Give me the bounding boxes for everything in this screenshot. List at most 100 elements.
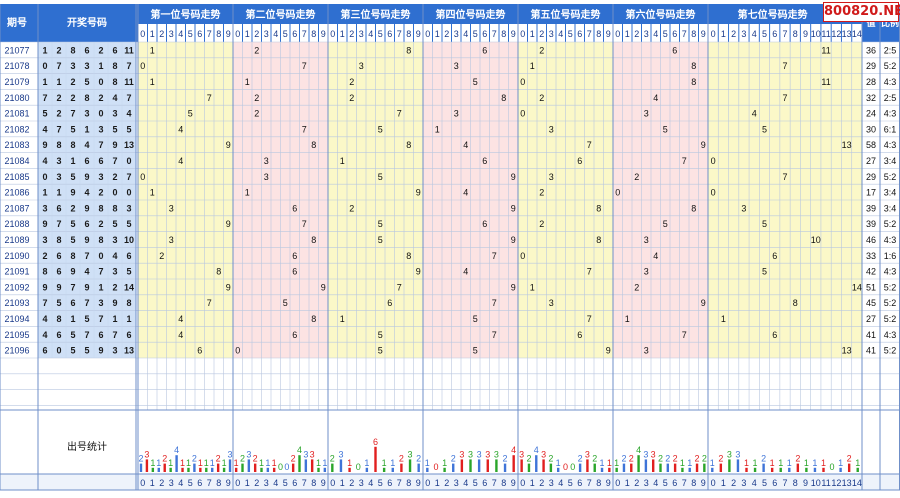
stat-bar — [822, 467, 825, 472]
period-cell: 21085 — [4, 172, 29, 182]
stat-value: 3 — [485, 449, 490, 459]
bottom-digit-label: 4 — [752, 478, 757, 488]
stats-label: 出号统计 — [67, 440, 107, 453]
bottom-digit-label: 6 — [482, 478, 487, 488]
sum-cell: 29 — [866, 172, 876, 182]
stat-value: 2 — [578, 454, 583, 464]
stat-value: 0 — [278, 462, 283, 472]
stat-bar — [222, 467, 226, 472]
digit-header-cell — [300, 24, 309, 42]
draw-number: 14 — [124, 282, 134, 292]
trend-marker: 2 — [634, 172, 639, 182]
stat-bar — [847, 463, 851, 472]
draw-number: 4 — [42, 314, 47, 324]
period-cell: 21093 — [4, 298, 29, 308]
digit-header-label: 4 — [368, 29, 373, 39]
trend-marker: 8 — [311, 314, 316, 324]
digit-header-label: 8 — [501, 29, 506, 39]
stat-bar — [695, 463, 699, 472]
digit-header-label: 2 — [731, 29, 736, 39]
digit-header-label: 5 — [762, 29, 767, 39]
ratio-cell: 4:3 — [884, 109, 897, 119]
digit-header-label: 3 — [549, 29, 554, 39]
bottom-digits-background — [0, 474, 900, 490]
stat-value: 1 — [838, 458, 843, 468]
draw-number: 1 — [70, 156, 75, 166]
stat-bar — [666, 463, 670, 472]
trend-marker: 1 — [530, 61, 535, 71]
trend-marker: 9 — [606, 346, 611, 356]
draw-number: 0 — [42, 172, 47, 182]
stat-bar — [779, 467, 782, 472]
draw-number: 1 — [112, 314, 117, 324]
trend-marker: 8 — [596, 235, 601, 245]
ratio-cell: 5:2 — [884, 314, 897, 324]
stat-value: 1 — [753, 458, 758, 468]
trend-marker: 5 — [188, 109, 193, 119]
trend-marker: 0 — [520, 77, 525, 87]
period-cell: 21086 — [4, 188, 29, 198]
bottom-digit-label: 14 — [852, 478, 862, 488]
digit-header-label: 5 — [568, 29, 573, 39]
trend-marker: 6 — [482, 45, 487, 55]
digit-header-label: 0 — [520, 29, 525, 39]
draw-number: 5 — [70, 346, 75, 356]
stat-bar — [317, 467, 320, 472]
trend-marker: 7 — [587, 267, 592, 277]
stat-bar — [348, 467, 351, 472]
stat-bar — [651, 459, 655, 472]
stat-value: 1 — [680, 458, 685, 468]
stat-value: 2 — [162, 454, 167, 464]
digit-header-cell — [623, 24, 632, 42]
digit-header-cell — [385, 24, 394, 42]
bottom-digit-label: 6 — [292, 478, 297, 488]
trend-marker: 3 — [549, 298, 554, 308]
bottom-digit-label: 0 — [615, 478, 620, 488]
sum-cell: 42 — [866, 267, 876, 277]
digit-header-cell — [680, 24, 689, 42]
period-cell: 21091 — [4, 267, 29, 277]
draw-number: 8 — [112, 61, 117, 71]
digit-header-cell — [852, 24, 862, 42]
digit-header-label: 3 — [169, 29, 174, 39]
stat-bar — [169, 467, 172, 472]
trend-marker: 2 — [349, 93, 354, 103]
bottom-digit-label: 0 — [520, 478, 525, 488]
trend-marker: 3 — [644, 346, 649, 356]
digit-header-label: 7 — [782, 29, 787, 39]
stat-value: 2 — [253, 454, 258, 464]
draw-number: 6 — [126, 330, 131, 340]
bottom-digit-label: 5 — [473, 478, 478, 488]
draw-number: 2 — [70, 77, 75, 87]
period-cell: 21080 — [4, 93, 29, 103]
stat-bar — [503, 463, 507, 472]
stat-value: 0 — [284, 462, 289, 472]
sum-cell: 30 — [866, 124, 876, 134]
draw-number: 8 — [70, 140, 75, 150]
stat-value: 3 — [519, 449, 524, 459]
draw-number: 2 — [42, 251, 47, 261]
digit-header-label: 9 — [803, 29, 808, 39]
stat-value: 1 — [556, 458, 561, 468]
stat-value: 1 — [744, 458, 749, 468]
bottom-digit-label: 3 — [359, 478, 364, 488]
stat-value: 3 — [643, 449, 648, 459]
draw-number: 6 — [98, 156, 103, 166]
trend-marker: 3 — [741, 203, 746, 213]
digit-header-cell — [594, 24, 603, 42]
trend-marker: 7 — [782, 93, 787, 103]
trend-marker: 6 — [387, 298, 392, 308]
draw-number: 5 — [112, 124, 117, 134]
digit-header-cell — [471, 24, 480, 42]
draw-number: 6 — [84, 45, 89, 55]
stat-bar — [443, 467, 446, 472]
draw-number: 6 — [56, 267, 61, 277]
digit-header-label: 5 — [378, 29, 383, 39]
stat-bar — [469, 459, 472, 472]
bottom-digit-label: 3 — [264, 478, 269, 488]
ratio-cell: 4:3 — [884, 267, 897, 277]
draw-number: 4 — [112, 251, 117, 261]
trend-marker: 11 — [821, 77, 830, 87]
ratio-cell: 4:3 — [884, 235, 897, 245]
trend-marker: 2 — [254, 109, 259, 119]
